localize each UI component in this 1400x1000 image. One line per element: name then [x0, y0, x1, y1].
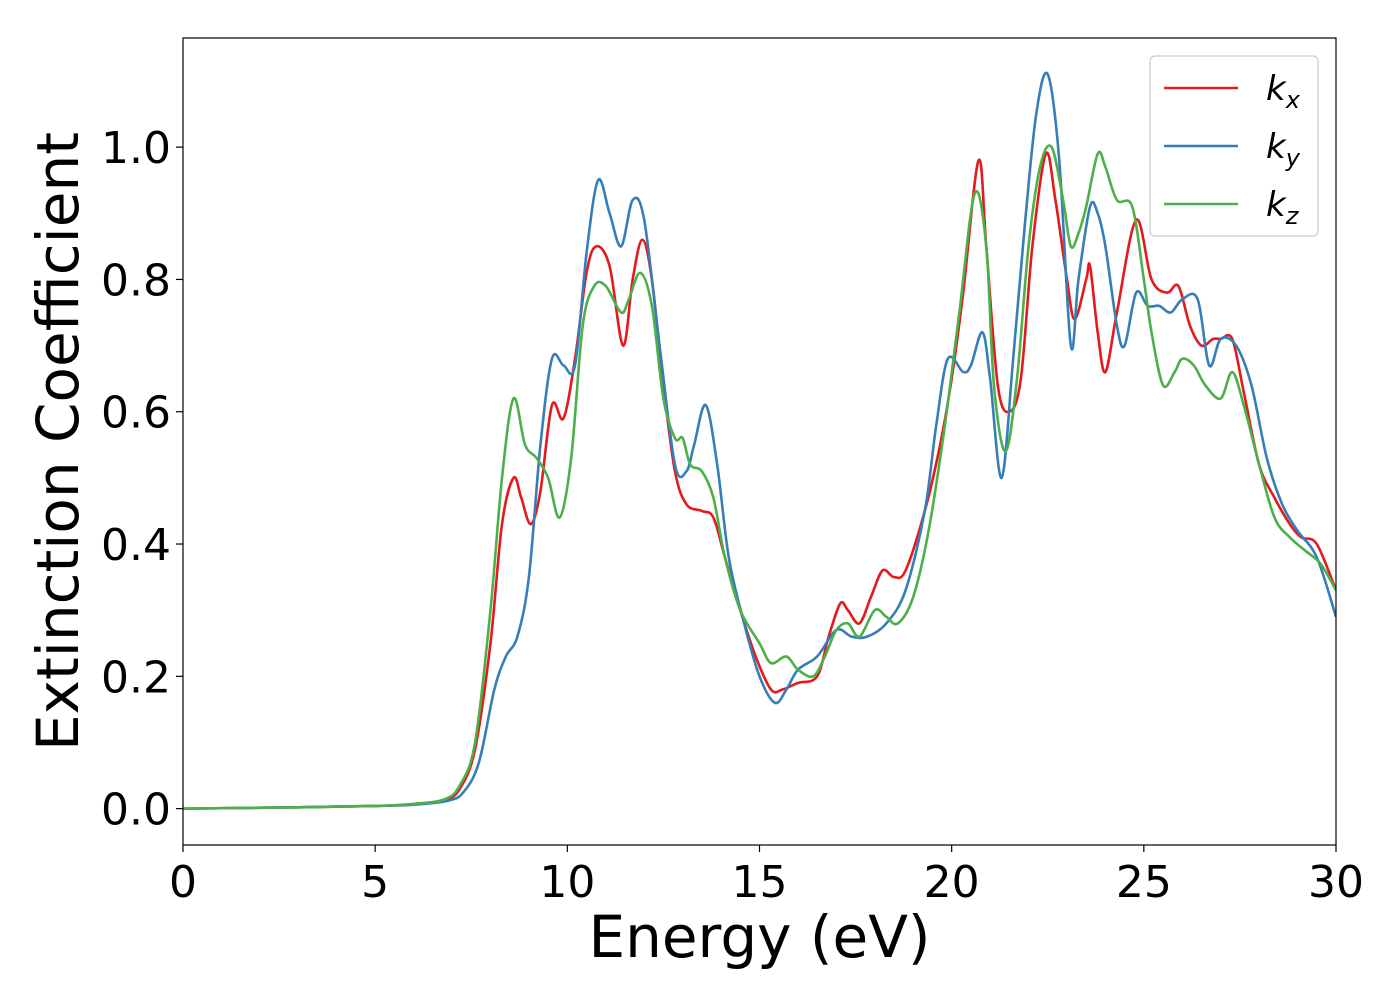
y-axis-title: Extinction Coefficient: [24, 132, 92, 751]
x-tick-label: 5: [361, 857, 389, 908]
plot-area: [183, 71, 1336, 810]
y-tick-label: 0.6: [101, 388, 171, 439]
x-tick-label: 25: [1116, 857, 1172, 908]
x-tick-label: 30: [1308, 857, 1364, 908]
series-line-kz: [183, 144, 1336, 810]
legend-label-kz: kz: [1266, 185, 1300, 230]
series-line-kx: [183, 151, 1336, 810]
y-tick-label: 0.2: [101, 652, 171, 703]
legend-label-kx: kx: [1266, 69, 1301, 114]
y-tick-label: 0.8: [101, 255, 171, 306]
y-tick-label: 0.0: [101, 785, 171, 836]
y-tick-label: 0.4: [101, 520, 171, 571]
x-axis-title: Energy (eV): [588, 903, 930, 971]
x-tick-label: 10: [539, 857, 595, 908]
axes: 0 5 10 15 20 25 30 0.0 0.2 0.4 0.6 0.8 1.0 Energy (eV…: [24, 37, 1364, 971]
x-tick-label: 0: [169, 857, 197, 908]
legend-label-ky: ky: [1266, 127, 1301, 172]
x-tick-label: 15: [732, 857, 788, 908]
y-tick-label: 1.0: [101, 123, 171, 174]
legend: kx ky kz: [1149, 55, 1319, 237]
x-tick-label: 20: [924, 857, 980, 908]
